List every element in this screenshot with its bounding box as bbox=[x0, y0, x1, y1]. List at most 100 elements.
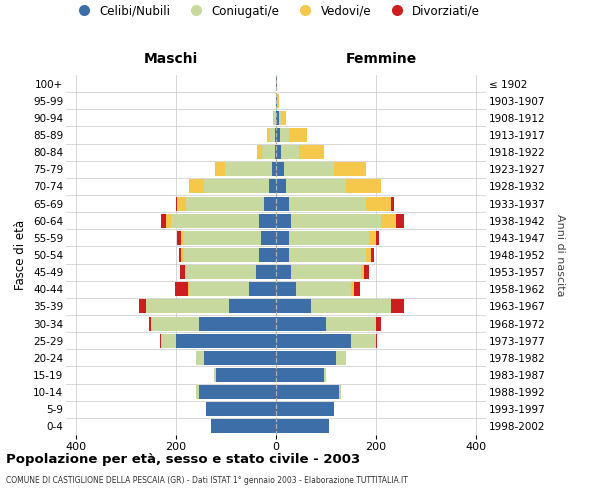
Text: COMUNE DI CASTIGLIONE DELLA PESCAIA (GR) - Dati ISTAT 1° gennaio 2003 - Elaboraz: COMUNE DI CASTIGLIONE DELLA PESCAIA (GR)… bbox=[6, 476, 408, 485]
Bar bbox=[276, 300, 311, 314]
Bar bbox=[272, 162, 276, 176]
Bar bbox=[176, 196, 177, 210]
Bar bbox=[181, 248, 184, 262]
Bar bbox=[161, 214, 166, 228]
Bar bbox=[206, 402, 276, 416]
Bar bbox=[276, 420, 329, 434]
Bar bbox=[277, 94, 278, 108]
Bar bbox=[276, 196, 289, 210]
Bar bbox=[346, 180, 381, 194]
Bar bbox=[396, 214, 404, 228]
Bar bbox=[181, 231, 184, 245]
Bar bbox=[177, 196, 186, 210]
Bar bbox=[368, 231, 376, 245]
Bar bbox=[257, 145, 262, 159]
Bar bbox=[203, 351, 276, 365]
Bar bbox=[256, 265, 276, 279]
Bar bbox=[196, 385, 199, 399]
Bar bbox=[281, 145, 299, 159]
Bar bbox=[286, 180, 346, 194]
Bar bbox=[376, 334, 377, 347]
Bar bbox=[391, 300, 404, 314]
Bar bbox=[280, 128, 289, 142]
Bar bbox=[291, 214, 381, 228]
Bar bbox=[371, 248, 373, 262]
Bar bbox=[276, 180, 286, 194]
Bar bbox=[171, 214, 259, 228]
Y-axis label: Fasce di età: Fasce di età bbox=[14, 220, 28, 290]
Bar bbox=[276, 162, 284, 176]
Bar bbox=[261, 231, 276, 245]
Bar bbox=[289, 196, 366, 210]
Bar bbox=[276, 316, 326, 330]
Bar bbox=[391, 196, 394, 210]
Bar bbox=[276, 265, 291, 279]
Bar bbox=[364, 265, 368, 279]
Bar bbox=[166, 214, 171, 228]
Bar bbox=[276, 94, 277, 108]
Bar bbox=[199, 385, 276, 399]
Bar bbox=[186, 265, 256, 279]
Bar bbox=[186, 196, 263, 210]
Bar bbox=[175, 282, 187, 296]
Bar bbox=[267, 128, 270, 142]
Legend: Celibi/Nubili, Coniugati/e, Vedovi/e, Divorziati/e: Celibi/Nubili, Coniugati/e, Vedovi/e, Di… bbox=[67, 0, 485, 22]
Bar bbox=[289, 128, 307, 142]
Bar bbox=[270, 128, 275, 142]
Bar bbox=[185, 265, 186, 279]
Bar bbox=[211, 420, 276, 434]
Y-axis label: Anni di nascita: Anni di nascita bbox=[555, 214, 565, 296]
Bar bbox=[326, 316, 376, 330]
Bar bbox=[299, 145, 323, 159]
Bar bbox=[229, 300, 276, 314]
Bar bbox=[323, 368, 326, 382]
Bar bbox=[281, 111, 286, 125]
Bar bbox=[334, 162, 366, 176]
Bar bbox=[263, 196, 276, 210]
Bar bbox=[296, 282, 351, 296]
Bar bbox=[376, 316, 381, 330]
Bar bbox=[276, 214, 291, 228]
Bar bbox=[160, 334, 161, 347]
Bar bbox=[275, 145, 276, 159]
Bar bbox=[311, 300, 391, 314]
Bar bbox=[184, 248, 259, 262]
Text: Femmine: Femmine bbox=[346, 52, 416, 66]
Bar bbox=[284, 162, 334, 176]
Bar bbox=[215, 162, 224, 176]
Bar bbox=[276, 282, 296, 296]
Text: Maschi: Maschi bbox=[144, 52, 198, 66]
Bar bbox=[276, 231, 289, 245]
Bar bbox=[262, 145, 275, 159]
Bar bbox=[269, 180, 276, 194]
Bar bbox=[351, 334, 376, 347]
Bar bbox=[376, 231, 379, 245]
Bar bbox=[276, 248, 289, 262]
Bar bbox=[276, 145, 281, 159]
Bar bbox=[276, 128, 280, 142]
Bar bbox=[161, 334, 176, 347]
Bar bbox=[381, 214, 396, 228]
Bar bbox=[199, 316, 276, 330]
Bar bbox=[259, 214, 276, 228]
Bar bbox=[276, 334, 351, 347]
Bar bbox=[338, 385, 341, 399]
Bar bbox=[276, 385, 338, 399]
Bar bbox=[151, 316, 199, 330]
Bar bbox=[276, 351, 336, 365]
Bar bbox=[274, 111, 275, 125]
Bar bbox=[139, 300, 146, 314]
Bar bbox=[177, 231, 181, 245]
Bar bbox=[275, 128, 276, 142]
Bar bbox=[276, 111, 278, 125]
Bar bbox=[291, 265, 361, 279]
Bar bbox=[180, 265, 185, 279]
Bar bbox=[353, 282, 359, 296]
Bar bbox=[276, 402, 334, 416]
Bar bbox=[336, 351, 346, 365]
Bar bbox=[187, 282, 188, 296]
Bar bbox=[276, 368, 323, 382]
Bar bbox=[149, 316, 151, 330]
Bar bbox=[248, 282, 276, 296]
Bar bbox=[176, 334, 276, 347]
